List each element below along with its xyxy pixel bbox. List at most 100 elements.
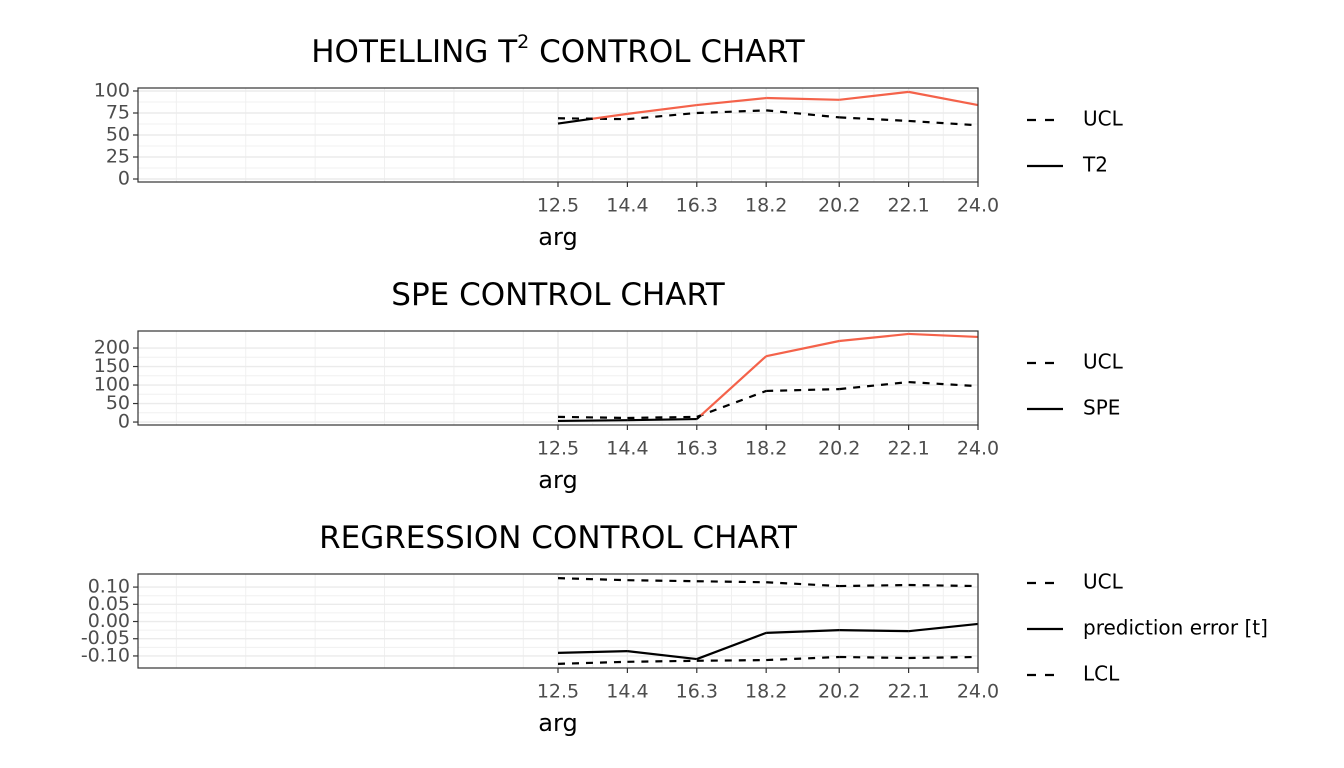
legend-label: T2 [1082, 153, 1108, 177]
x-tick-label: 20.2 [818, 681, 860, 703]
x-axis-label: arg [538, 709, 577, 737]
title-part: HOTELLING T [311, 34, 518, 70]
line-segment [557, 419, 628, 423]
x-tick-label: 12.5 [537, 195, 579, 217]
title-part: CONTROL CHART [529, 34, 806, 70]
line-segment [557, 415, 628, 420]
line-segment [696, 389, 767, 418]
y-tick-label: 0.00 [88, 610, 130, 632]
y-tick-label: -0.05 [81, 627, 130, 649]
x-tick-label: 22.1 [887, 195, 929, 217]
line-segment [908, 119, 979, 127]
line-segment [696, 109, 767, 115]
legend-label: LCL [1083, 662, 1120, 686]
line-segment [839, 90, 909, 101]
line-segment [696, 414, 702, 420]
plot-border [137, 87, 979, 183]
line-segment [696, 631, 767, 661]
y-tick-label: 0 [118, 168, 130, 190]
line-segment [766, 388, 840, 393]
y-tick-label: 75 [106, 101, 130, 123]
line-segment [839, 629, 909, 633]
x-tick-label: 16.3 [676, 438, 718, 460]
line-segment [627, 415, 697, 420]
x-tick-label: 14.4 [606, 681, 648, 703]
line-segment [627, 659, 697, 663]
chart-title: HOTELLING T2 CONTROL CHART [311, 31, 806, 70]
chart-title: SPE CONTROL CHART [391, 277, 725, 313]
legend-label: UCL [1083, 107, 1124, 131]
line-segment [839, 380, 909, 391]
line-segment [908, 622, 979, 633]
line-segment [908, 380, 979, 388]
line-segment [765, 339, 840, 358]
line-segment [557, 660, 628, 665]
y-tick-label: 100 [94, 374, 130, 396]
y-tick-label: 25 [106, 146, 130, 168]
x-tick-label: 18.2 [745, 681, 787, 703]
plot-border [137, 573, 979, 669]
x-tick-label: 16.3 [676, 681, 718, 703]
x-tick-label: 12.5 [537, 438, 579, 460]
legend-label: UCL [1083, 350, 1124, 374]
line-segment [557, 577, 628, 582]
x-tick-label: 22.1 [887, 438, 929, 460]
chart-title: REGRESSION CONTROL CHART [319, 520, 798, 556]
legend-label: UCL [1083, 570, 1124, 594]
line-segment [557, 650, 628, 654]
x-tick-label: 24.0 [957, 195, 999, 217]
line-segment [696, 96, 767, 107]
plot-border [137, 330, 979, 426]
y-tick-label: 50 [106, 124, 130, 146]
line-segment [696, 658, 767, 662]
line-segment [627, 650, 697, 661]
line-segment [627, 579, 697, 583]
x-tick-label: 16.3 [676, 195, 718, 217]
line-segment [766, 96, 840, 101]
x-tick-label: 22.1 [887, 681, 929, 703]
line-segment [627, 103, 697, 115]
line-segment [839, 116, 909, 123]
x-tick-label: 20.2 [818, 438, 860, 460]
line-segment [627, 111, 697, 121]
line-segment [557, 117, 593, 125]
line-segment [908, 332, 979, 339]
x-axis-label: arg [538, 466, 577, 494]
x-tick-label: 18.2 [745, 438, 787, 460]
x-tick-label: 18.2 [745, 195, 787, 217]
line-segment [766, 655, 840, 662]
x-tick-label: 20.2 [818, 195, 860, 217]
line-segment [908, 90, 979, 107]
line-segment [766, 581, 840, 588]
x-tick-label: 24.0 [957, 438, 999, 460]
line-segment [908, 655, 979, 660]
line-segment [696, 580, 767, 584]
y-tick-label: 0 [118, 411, 130, 433]
legend-label: SPE [1083, 396, 1120, 420]
title-part: SPE CONTROL CHART [391, 277, 725, 313]
x-tick-label: 12.5 [537, 681, 579, 703]
line-segment [592, 112, 628, 120]
x-axis-label: arg [538, 223, 577, 251]
line-segment [700, 355, 767, 417]
y-tick-label: 0.10 [88, 576, 130, 598]
y-tick-label: 200 [94, 337, 130, 359]
line-segment [839, 583, 909, 588]
line-segment [908, 583, 979, 588]
line-segment [627, 417, 697, 422]
x-tick-label: 14.4 [606, 438, 648, 460]
y-tick-label: -0.10 [81, 644, 130, 666]
title-part: REGRESSION CONTROL CHART [319, 520, 798, 556]
line-segment [766, 109, 840, 119]
y-tick-label: 0.05 [88, 593, 130, 615]
x-tick-label: 14.4 [606, 195, 648, 217]
line-segment [839, 332, 909, 343]
line-segment [766, 629, 840, 634]
title-part: 2 [517, 31, 529, 53]
y-tick-label: 150 [94, 355, 130, 377]
legend-label: prediction error [t] [1083, 616, 1268, 640]
line-segment [839, 655, 909, 660]
y-tick-label: 100 [94, 79, 130, 101]
y-tick-label: 50 [106, 392, 130, 414]
